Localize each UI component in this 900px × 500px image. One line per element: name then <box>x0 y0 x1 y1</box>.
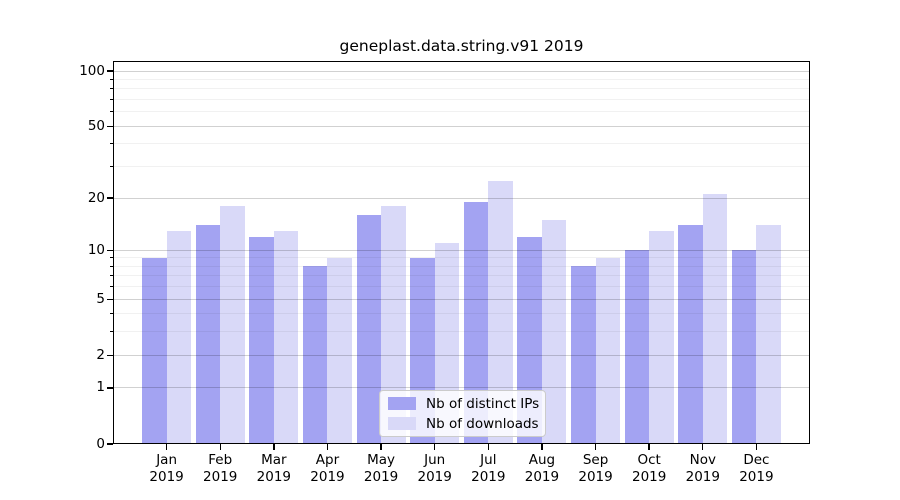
y-tick-20 <box>107 197 113 199</box>
bar-downloads-feb <box>220 206 245 444</box>
y-tick-label-2: 2 <box>96 346 105 363</box>
y-minor-tick-40 <box>109 143 113 145</box>
y-tick-label-100: 100 <box>79 62 105 79</box>
x-tick-label-feb: Feb 2019 <box>203 452 238 485</box>
x-tick-label-dec: Dec 2019 <box>739 452 774 485</box>
x-tick-jul <box>487 444 489 450</box>
bar-downloads-jan <box>166 230 192 444</box>
y-minor-gridline-80 <box>113 88 810 90</box>
bar-distinct-ips-feb <box>195 225 221 444</box>
legend-label-distinct-ips: Nb of distinct IPs <box>426 395 540 412</box>
chart-title: geneplast.data.string.v91 2019 <box>339 37 584 55</box>
x-tick-label-jun: Jun 2019 <box>417 452 452 485</box>
x-tick-label-may: May 2019 <box>363 452 399 485</box>
bar-downloads-oct <box>649 230 674 444</box>
y-minor-tick-9 <box>109 257 113 259</box>
legend: Nb of distinct IPs Nb of downloads <box>379 390 546 437</box>
y-tick-label-0: 0 <box>96 435 105 452</box>
y-tick-50 <box>107 125 113 128</box>
x-tick-label-jul: Jul 2019 <box>471 452 506 485</box>
x-tick-label-jan: Jan 2019 <box>149 452 184 485</box>
bar-distinct-ips-mar <box>249 236 274 444</box>
legend-swatch-downloads <box>388 417 416 430</box>
bar-distinct-ips-may <box>356 215 382 444</box>
bar-downloads-dec <box>756 225 781 444</box>
y-tick-2 <box>107 354 113 356</box>
y-tick-label-5: 5 <box>96 290 105 307</box>
bar-distinct-ips-oct <box>624 250 650 444</box>
y-minor-tick-60 <box>109 111 113 113</box>
x-tick-label-oct: Oct 2019 <box>631 452 667 485</box>
bar-distinct-ips-apr <box>302 266 328 444</box>
y-minor-gridline-4 <box>113 313 810 315</box>
y-minor-gridline-90 <box>113 79 810 81</box>
bar-distinct-ips-jan <box>142 257 167 444</box>
legend-label-downloads: Nb of downloads <box>426 415 539 432</box>
y-minor-tick-4 <box>109 313 113 315</box>
y-minor-gridline-70 <box>113 99 810 101</box>
y-tick-10 <box>107 249 113 251</box>
bar-distinct-ips-dec <box>731 250 757 444</box>
y-tick-0 <box>107 443 113 445</box>
y-minor-tick-6 <box>109 286 113 288</box>
bar-downloads-apr <box>327 257 352 444</box>
bar-downloads-aug <box>541 219 567 444</box>
x-tick-label-apr: Apr 2019 <box>310 452 345 485</box>
y-tick-label-1: 1 <box>96 379 105 396</box>
y-tick-label-10: 10 <box>87 241 105 258</box>
bar-downloads-mar <box>273 230 299 444</box>
legend-row-downloads: Nb of downloads <box>388 415 539 432</box>
y-minor-gridline-60 <box>113 111 810 113</box>
y-minor-tick-3 <box>109 331 113 333</box>
x-tick-may <box>380 444 382 450</box>
legend-row-distinct-ips: Nb of distinct IPs <box>388 395 540 412</box>
y-minor-gridline-9 <box>113 257 810 259</box>
x-tick-label-nov: Nov 2019 <box>685 452 720 485</box>
y-minor-gridline-6 <box>113 286 810 288</box>
bar-distinct-ips-nov <box>678 225 703 444</box>
x-tick-jan <box>165 444 168 450</box>
y-gridline-1 <box>113 387 810 389</box>
x-tick-mar <box>273 444 275 450</box>
x-tick-aug <box>541 444 543 450</box>
x-tick-dec <box>755 444 758 450</box>
x-tick-oct <box>648 444 650 450</box>
y-tick-label-20: 20 <box>87 189 105 206</box>
bar-downloads-nov <box>702 194 728 444</box>
y-minor-tick-30 <box>109 166 113 168</box>
bar-distinct-ips-sep <box>571 266 596 444</box>
y-minor-tick-70 <box>109 99 113 101</box>
y-tick-1 <box>107 387 113 389</box>
y-gridline-50 <box>113 125 810 127</box>
y-gridline-2 <box>113 354 810 356</box>
y-tick-100 <box>107 70 113 72</box>
x-tick-label-mar: Mar 2019 <box>256 452 291 485</box>
y-minor-gridline-30 <box>113 166 810 168</box>
y-minor-tick-90 <box>109 79 113 81</box>
y-tick-label-50: 50 <box>87 117 105 134</box>
x-tick-apr <box>326 444 329 450</box>
x-tick-jun <box>434 444 436 450</box>
y-minor-gridline-7 <box>113 275 810 277</box>
y-minor-tick-7 <box>109 275 113 277</box>
x-tick-sep <box>594 444 597 450</box>
x-tick-feb <box>219 444 221 450</box>
x-tick-label-aug: Aug 2019 <box>524 452 560 485</box>
y-gridline-100 <box>113 70 810 72</box>
y-minor-tick-80 <box>109 88 113 90</box>
y-tick-5 <box>107 298 113 300</box>
legend-swatch-distinct-ips <box>388 397 416 410</box>
x-tick-label-sep: Sep 2019 <box>578 452 613 485</box>
x-tick-nov <box>702 444 704 450</box>
y-minor-tick-8 <box>109 265 113 267</box>
y-gridline-20 <box>113 197 810 199</box>
y-gridline-5 <box>113 298 810 300</box>
bar-downloads-sep <box>595 257 621 444</box>
y-gridline-10 <box>113 249 810 251</box>
y-minor-gridline-3 <box>113 331 810 333</box>
y-minor-gridline-8 <box>113 265 810 267</box>
y-minor-gridline-40 <box>113 143 810 145</box>
